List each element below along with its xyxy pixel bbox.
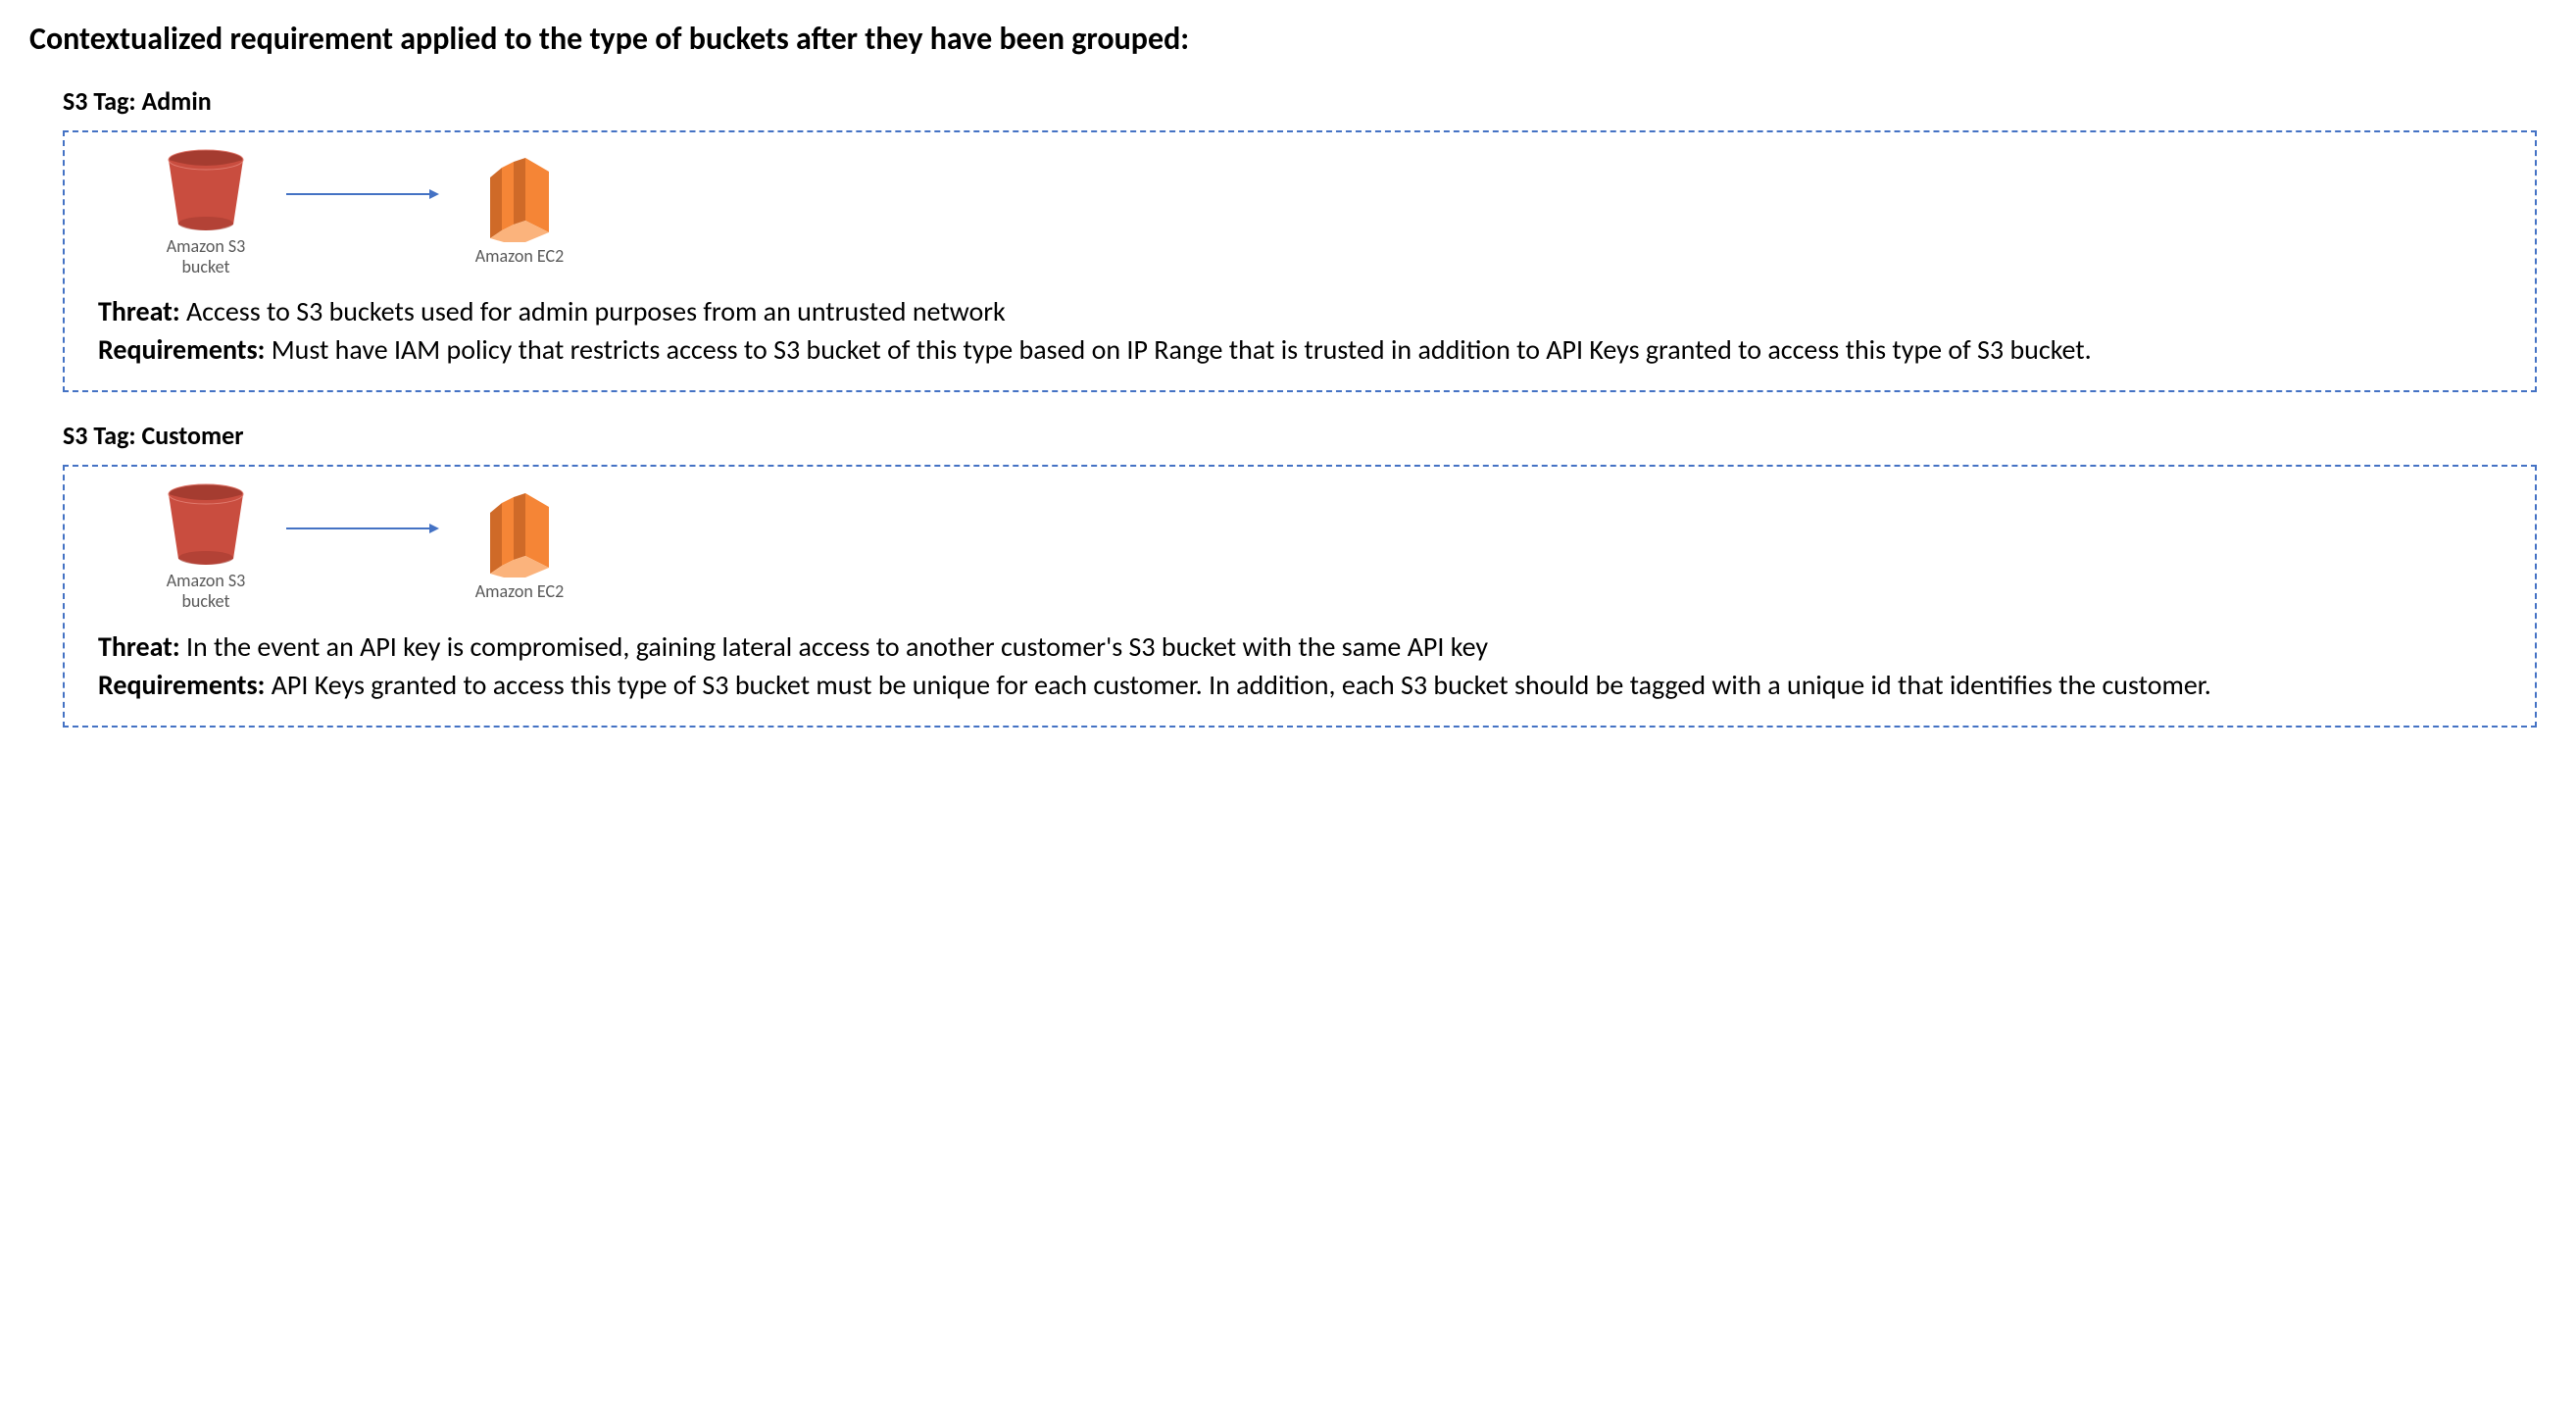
icon-block-s3: Amazon S3 bucket: [127, 146, 284, 276]
threat-label: Threat:: [98, 294, 180, 328]
icon-block-s3: Amazon S3 bucket: [127, 480, 284, 611]
text-block: Threat: In the event an API key is compr…: [98, 629, 2511, 704]
requirements-label: Requirements:: [98, 332, 265, 367]
icon-caption: Amazon S3 bucket: [167, 571, 246, 611]
threat-text: Access to S3 buckets used for admin purp…: [180, 294, 1006, 328]
caption-line: Amazon S3: [167, 570, 246, 591]
caption-line: Amazon EC2: [475, 580, 564, 602]
tag-label-admin: S3 Tag: Admin: [63, 85, 2547, 117]
threat-label: Threat:: [98, 629, 180, 664]
icon-block-ec2: Amazon EC2: [441, 156, 598, 267]
requirements-text: API Keys granted to access this type of …: [265, 668, 2210, 702]
ec2-icon: [480, 156, 559, 244]
requirements-line: Requirements: API Keys granted to access…: [98, 668, 2511, 704]
icon-caption: Amazon EC2: [475, 581, 564, 602]
icon-block-ec2: Amazon EC2: [441, 491, 598, 602]
s3-bucket-icon: [165, 146, 247, 234]
caption-line: Amazon EC2: [475, 245, 564, 267]
group-box-admin: Amazon S3 bucket: [63, 130, 2537, 392]
requirements-line: Requirements: Must have IAM policy that …: [98, 332, 2511, 369]
caption-line: Amazon S3: [167, 235, 246, 257]
arrow-icon: [284, 184, 441, 204]
ec2-icon: [480, 491, 559, 579]
s3-bucket-icon: [165, 480, 247, 569]
threat-text: In the event an API key is compromised, …: [180, 629, 1488, 664]
caption-line: bucket: [181, 590, 229, 612]
threat-line: Threat: Access to S3 buckets used for ad…: [98, 294, 2511, 330]
requirements-label: Requirements:: [98, 668, 265, 702]
threat-line: Threat: In the event an API key is compr…: [98, 629, 2511, 666]
diagram-row: Amazon S3 bucket: [127, 480, 2511, 611]
diagram-row: Amazon S3 bucket: [127, 146, 2511, 276]
tag-label-customer: S3 Tag: Customer: [63, 420, 2547, 451]
page-title: Contextualized requirement applied to th…: [29, 20, 2547, 58]
arrow-icon: [284, 519, 441, 538]
caption-line: bucket: [181, 256, 229, 277]
requirements-text: Must have IAM policy that restricts acce…: [265, 332, 2091, 367]
text-block: Threat: Access to S3 buckets used for ad…: [98, 294, 2511, 369]
group-box-customer: Amazon S3 bucket: [63, 465, 2537, 727]
icon-caption: Amazon S3 bucket: [167, 236, 246, 276]
icon-caption: Amazon EC2: [475, 246, 564, 267]
